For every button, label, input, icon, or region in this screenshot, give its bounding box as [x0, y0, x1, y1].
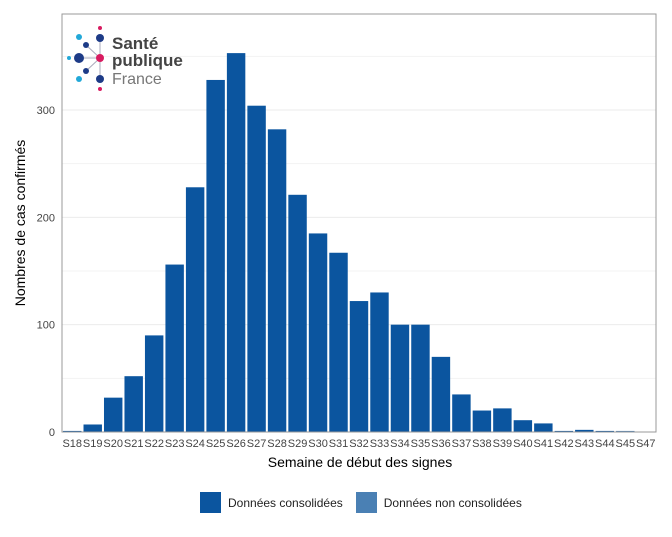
svg-text:France: France — [112, 71, 162, 88]
x-tick-label: S42 — [554, 438, 574, 450]
x-tick-label: S19 — [83, 438, 103, 450]
x-tick-label: S29 — [288, 438, 308, 450]
bar-S32-consolidated — [349, 301, 369, 432]
x-tick-label: S43 — [575, 438, 595, 450]
x-axis-label: Semaine de début des signes — [268, 454, 452, 470]
legend-swatch — [200, 492, 221, 513]
legend-item-consolidated: Données consolidées — [200, 492, 343, 513]
x-tick-label: S25 — [206, 438, 226, 450]
x-tick-label: S31 — [329, 438, 349, 450]
x-tick-label: S24 — [185, 438, 205, 450]
bar-S24-consolidated — [185, 187, 205, 432]
y-tick-label: 0 — [49, 427, 55, 439]
bar-S39-consolidated — [493, 408, 512, 432]
bar-S43-consolidated — [575, 429, 594, 432]
x-tick-label: S30 — [308, 438, 328, 450]
bar-S45-non-consolidated — [616, 430, 635, 432]
bar-S35-consolidated — [411, 324, 430, 432]
x-tick-label: S38 — [472, 438, 492, 450]
x-tick-label: S18 — [62, 438, 82, 450]
x-tick-label: S36 — [431, 438, 451, 450]
x-tick-label: S28 — [267, 438, 287, 450]
svg-text:publique: publique — [112, 51, 183, 70]
x-tick-label: S37 — [452, 438, 472, 450]
bar-S41-consolidated — [534, 423, 553, 432]
bar-S18-consolidated — [63, 430, 82, 432]
bar-S25-consolidated — [206, 79, 225, 433]
x-tick-label: S45 — [615, 438, 635, 450]
bar-S19-consolidated — [83, 424, 102, 432]
bar-S22-consolidated — [144, 335, 164, 432]
y-tick-label: 300 — [37, 105, 55, 117]
x-tick-label: S47 — [636, 438, 656, 450]
x-tick-label: S22 — [144, 438, 164, 450]
y-axis-label: Nombres de cas confirmés — [12, 140, 28, 307]
x-tick-label: S27 — [247, 438, 267, 450]
x-tick-label: S39 — [493, 438, 513, 450]
x-tick-label: S34 — [390, 438, 410, 450]
x-tick-label: S44 — [595, 438, 615, 450]
x-tick-label: S32 — [349, 438, 369, 450]
legend: Données consolidées Données non consolid… — [200, 492, 535, 513]
bar-S38-consolidated — [472, 410, 492, 432]
x-tick-label: S26 — [226, 438, 246, 450]
bar-S44-consolidated — [595, 430, 615, 432]
bar-S40-consolidated — [513, 420, 533, 432]
logo: Santé publique France — [67, 26, 183, 91]
bar-S33-consolidated — [370, 292, 389, 432]
x-tick-label: S35 — [411, 438, 431, 450]
bar-S26-consolidated — [226, 53, 246, 432]
bar-S30-consolidated — [308, 233, 328, 432]
bar-S34-consolidated — [390, 324, 410, 432]
bar-S36-consolidated — [431, 356, 451, 432]
legend-item-non-consolidated: Données non consolidées — [355, 492, 522, 513]
bar-S27-consolidated — [247, 105, 266, 432]
legend-swatch — [355, 492, 377, 513]
bar-S37-consolidated — [452, 394, 471, 432]
x-tick-label: S23 — [165, 438, 185, 450]
x-tick-label: S20 — [103, 438, 123, 450]
bar-S29-consolidated — [288, 194, 307, 432]
bar-S42-consolidated — [554, 430, 574, 432]
x-tick-label: S21 — [124, 438, 144, 450]
y-tick-label: 200 — [37, 212, 55, 224]
y-tick-label: 100 — [37, 320, 55, 332]
x-tick-label: S33 — [370, 438, 390, 450]
plot-border — [61, 13, 657, 433]
bar-S23-consolidated — [165, 264, 184, 432]
x-tick-label: S41 — [534, 438, 554, 450]
bar-S31-consolidated — [329, 252, 348, 432]
bar-S28-consolidated — [267, 129, 287, 432]
bar-S21-consolidated — [124, 376, 143, 432]
svg-text:Santé: Santé — [112, 34, 158, 53]
bar-S20-consolidated — [103, 397, 123, 432]
x-tick-label: S40 — [513, 438, 533, 450]
